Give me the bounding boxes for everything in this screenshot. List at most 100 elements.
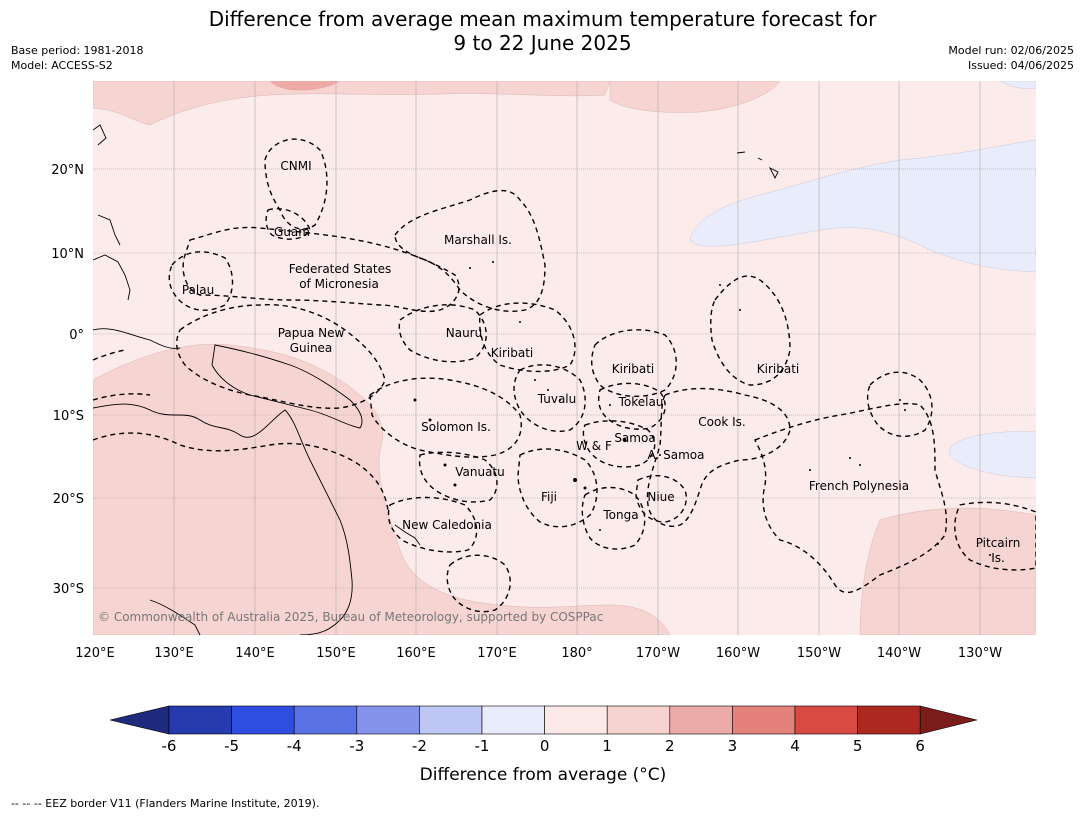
longitude-gridlines <box>173 81 981 635</box>
eez-cnmi <box>264 138 328 230</box>
label-pitcairn-line1: Pitcairn <box>976 536 1021 550</box>
label-american-samoa: A. Samoa <box>648 448 705 462</box>
label-tonga: Tonga <box>602 508 638 522</box>
eez-new-caledonia <box>387 496 478 553</box>
label-wallis-futuna: W & F <box>576 439 612 453</box>
label-cook: Cook Is. <box>698 415 745 429</box>
eez-kiribati-west <box>478 302 576 373</box>
eez-marshall <box>394 189 546 312</box>
island-dots <box>413 261 991 556</box>
colorbar-tick: -1 <box>475 737 490 755</box>
label-samoa: Samoa <box>614 431 655 445</box>
title-line-2: 9 to 22 June 2025 <box>453 31 632 55</box>
colorbar-segment <box>669 705 733 735</box>
label-palau: Palau <box>182 283 214 297</box>
eez-png <box>176 304 386 409</box>
label-niue: Niue <box>647 490 674 504</box>
label-tokelau: Tokelau <box>618 395 664 409</box>
colorbar-segment <box>481 705 545 735</box>
eez-indonesia <box>93 349 151 401</box>
new-zealand-coast <box>149 599 201 635</box>
longitude-tick-labels: 120°E 130°E 140°E 150°E 160°E 170°E 180°… <box>75 646 1002 661</box>
label-kiribati-central: Kiribati <box>612 362 654 376</box>
borneo-philippines-coast <box>93 214 181 349</box>
colorbar-tick: -2 <box>412 737 427 755</box>
eez-solomon <box>369 377 522 458</box>
colorbar-segment <box>857 705 921 735</box>
label-nauru: Nauru <box>446 326 482 340</box>
label-cnmi: CNMI <box>280 159 311 173</box>
label-new-caledonia: New Caledonia <box>402 518 492 532</box>
lon-tick: 150°W <box>797 646 841 661</box>
model-run: Model run: 02/06/2025 <box>948 44 1074 57</box>
base-period: Base period: 1981-2018 <box>11 44 144 57</box>
taiwan-coast <box>93 124 107 146</box>
anomaly-0-to-minus-1 <box>689 81 1036 479</box>
colorbar-tick: 5 <box>853 737 863 755</box>
label-fsm-line2: of Micronesia <box>299 277 379 291</box>
eez-kiribati-central <box>591 329 677 398</box>
label-fiji: Fiji <box>541 490 557 504</box>
australia-coast <box>93 403 353 635</box>
label-french-polynesia: French Polynesia <box>809 479 909 493</box>
eez-pitcairn <box>954 501 1036 571</box>
eez-french-polynesia <box>754 402 948 594</box>
anomaly-2-to-3 <box>270 81 340 91</box>
colorbar-tick: 0 <box>540 737 550 755</box>
eez-niue <box>635 474 687 523</box>
label-kiribati-west: Kiribati <box>491 346 533 360</box>
lon-tick: 150°E <box>316 646 356 661</box>
label-tuvalu: Tuvalu <box>537 392 577 406</box>
colorbar-tick: -6 <box>162 737 177 755</box>
colorbar-extend-low <box>109 705 170 735</box>
lon-tick: 140°E <box>235 646 275 661</box>
label-png-line1: Papua New <box>278 326 345 340</box>
colorbar-tick-labels: -6 -5 -4 -3 -2 -1 0 1 2 3 4 5 6 <box>162 737 925 755</box>
eez-french-polynesia-marquesas <box>866 371 933 437</box>
colorbar-tick: -3 <box>349 737 364 755</box>
colorbar-segment <box>231 705 295 735</box>
title-line-1: Difference from average mean maximum tem… <box>208 7 877 31</box>
eez-nauru <box>398 304 487 363</box>
eez-cook <box>646 387 791 527</box>
model-name: Model: ACCESS-S2 <box>11 59 113 72</box>
new-caledonia-coast <box>394 524 421 546</box>
lat-tick: 20°N <box>51 163 84 178</box>
eez-borders <box>93 138 1036 613</box>
label-guam: Guam <box>274 225 310 239</box>
lon-tick: 160°E <box>396 646 436 661</box>
colorbar-segment <box>544 705 608 735</box>
lon-tick: 180° <box>561 646 592 661</box>
colorbar <box>109 705 978 735</box>
label-pitcairn-line2: Is. <box>991 551 1005 565</box>
colorbar-segment <box>419 705 483 735</box>
colorbar-segment <box>356 705 420 735</box>
colorbar-segment <box>732 705 796 735</box>
label-fsm-line1: Federated States <box>289 262 391 276</box>
label-marshall: Marshall Is. <box>444 233 512 247</box>
map-area: CNMI Guam Marshall Is. Federated States … <box>93 81 1036 635</box>
colorbar-title: Difference from average (°C) <box>420 765 667 785</box>
eez-tonga <box>581 486 646 550</box>
label-png-line2: Guinea <box>290 341 333 355</box>
eez-tuvalu <box>513 364 586 432</box>
eez-vanuatu <box>418 451 498 503</box>
region-labels: CNMI Guam Marshall Is. Federated States … <box>182 159 1020 565</box>
lon-tick: 130°E <box>154 646 194 661</box>
eez-samoa <box>582 420 656 468</box>
eez-kiribati-east <box>710 275 791 386</box>
eez-palau <box>168 251 234 311</box>
lon-tick: 160°W <box>716 646 760 661</box>
lon-tick: 170°W <box>636 646 680 661</box>
colorbar-tick: 3 <box>728 737 738 755</box>
eez-legend-note: -- -- -- EEZ border V11 (Flanders Marine… <box>11 797 320 810</box>
issued-date: Issued: 04/06/2025 <box>967 59 1074 72</box>
chart-title: Difference from average mean maximum tem… <box>0 7 1085 55</box>
eez-fiji <box>517 448 598 528</box>
colorbar-tick: 6 <box>915 737 925 755</box>
lat-tick: 20°S <box>53 492 84 507</box>
eez-tokelau <box>597 382 666 430</box>
colorbar-tick: 1 <box>602 737 612 755</box>
label-solomon: Solomon Is. <box>421 420 491 434</box>
